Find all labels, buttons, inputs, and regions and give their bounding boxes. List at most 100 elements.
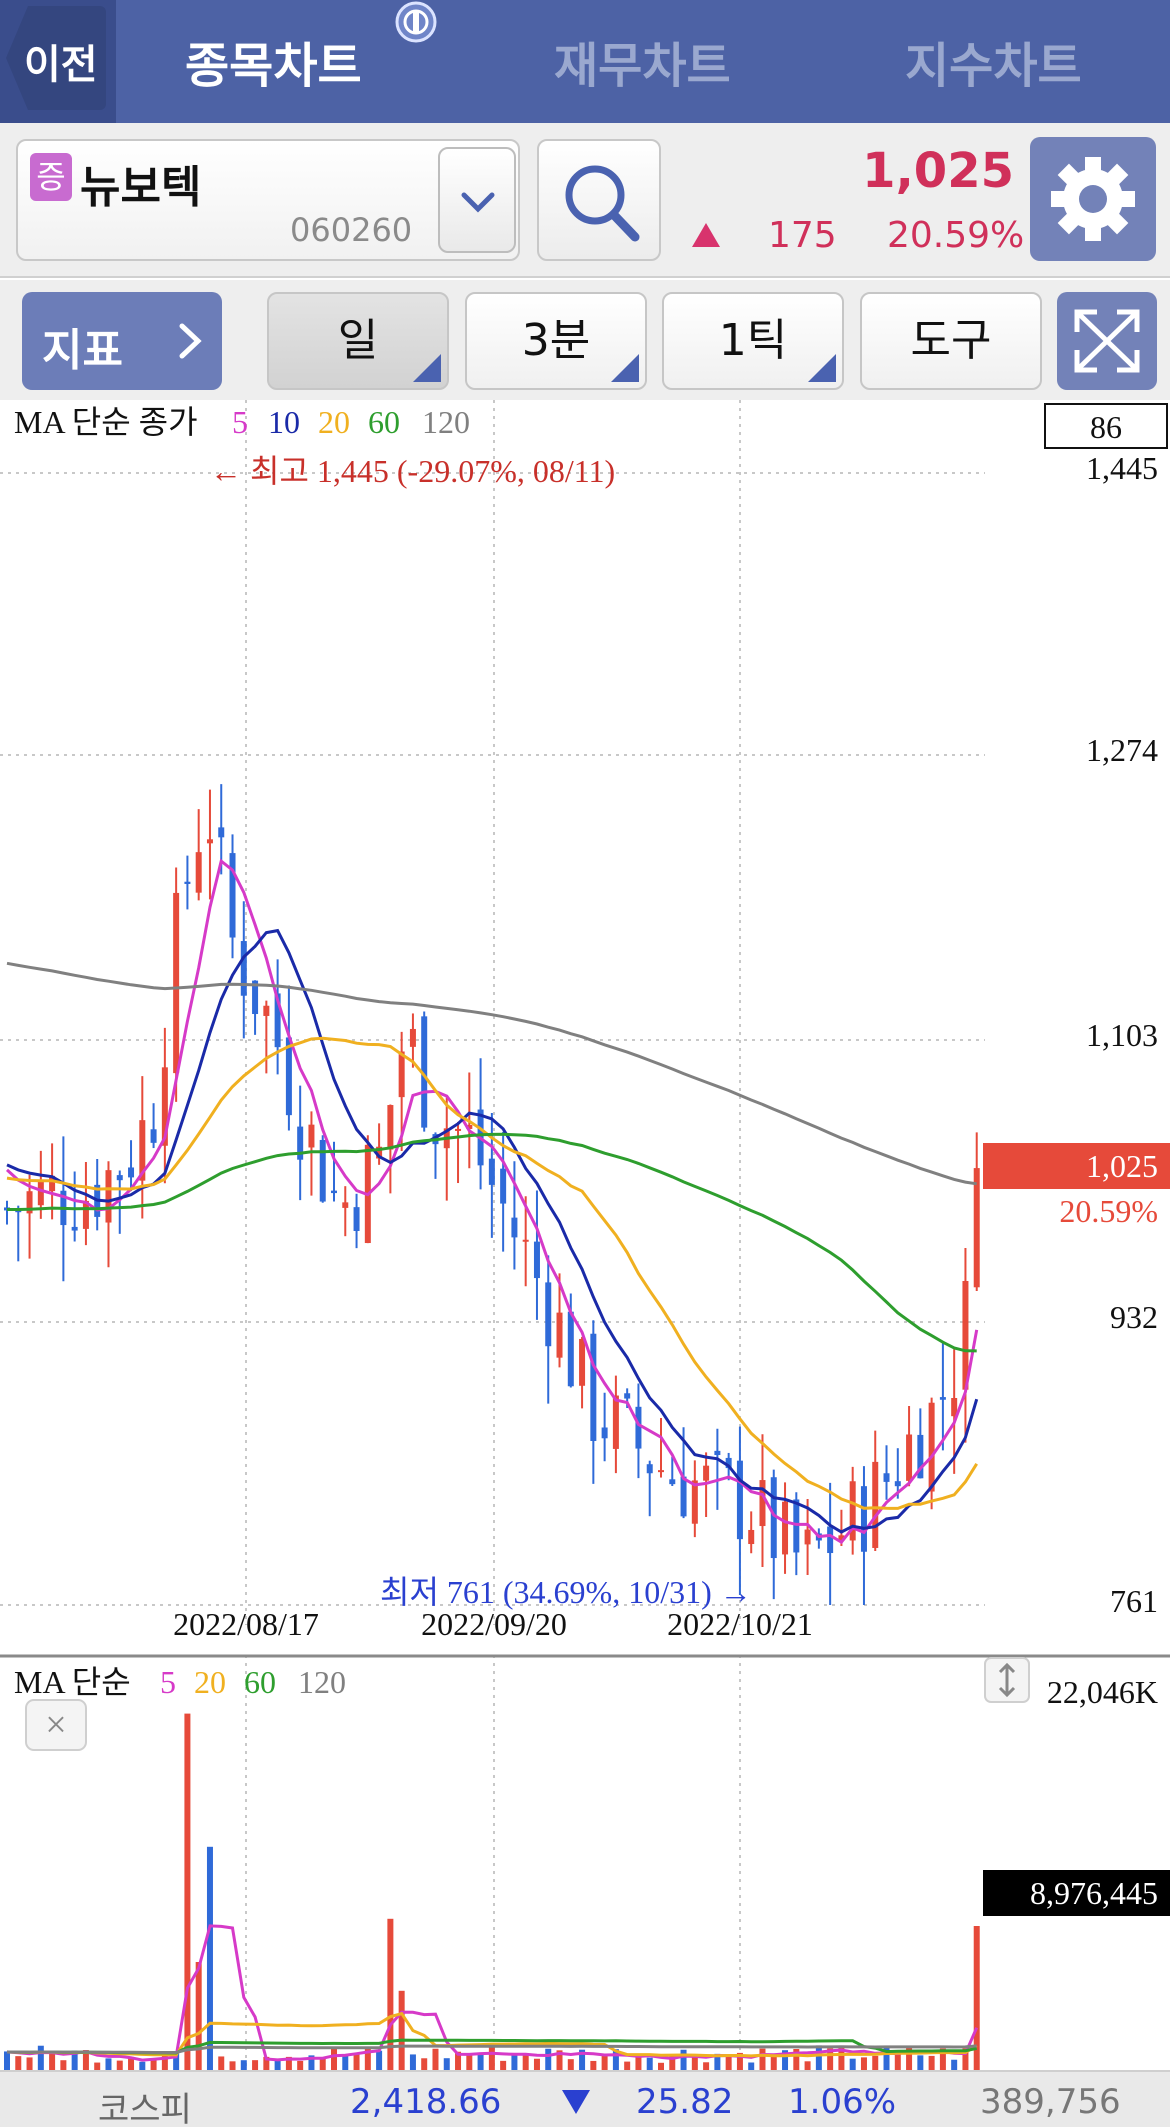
candle-body xyxy=(590,1333,597,1441)
volume-bar xyxy=(590,2060,597,2070)
volume-current-tag xyxy=(983,1870,1170,1916)
candle-body xyxy=(353,1207,360,1232)
volume-bar xyxy=(94,2062,101,2070)
vol-legend-ma120: 120 xyxy=(298,1664,346,1700)
stock-dropdown-button[interactable] xyxy=(438,147,516,253)
candle-body xyxy=(973,1168,980,1288)
candle-body xyxy=(680,1476,687,1517)
volume-bar xyxy=(15,2056,22,2070)
volume-ma-layer xyxy=(6,1924,979,2062)
volume-bar xyxy=(353,2053,360,2070)
candles-layer xyxy=(4,784,980,1605)
top-nav: 이전 종목차트 재무차트 지수차트 xyxy=(0,0,1170,123)
volume-bar xyxy=(669,2054,676,2070)
search-button[interactable] xyxy=(537,139,661,261)
volume-bar xyxy=(150,2058,157,2070)
legend-ma5: 5 xyxy=(232,404,248,440)
back-label: 이전 xyxy=(24,42,98,88)
candle-body xyxy=(105,1170,112,1223)
tab-index-chart[interactable]: 지수차트 xyxy=(905,38,1082,94)
tools-button[interactable]: 도구 xyxy=(860,292,1042,390)
dropdown-corner-icon xyxy=(808,354,836,382)
candle-body xyxy=(860,1486,867,1552)
y-tick-761: 761 xyxy=(1110,1583,1158,1619)
panel-resize-handle[interactable] xyxy=(984,1657,1030,1703)
candle-body xyxy=(646,1464,653,1474)
period-day-button[interactable]: 일 xyxy=(267,292,449,390)
candle-body xyxy=(308,1124,315,1148)
close-volume-panel-button[interactable]: × xyxy=(25,1699,87,1751)
volume-bar xyxy=(500,2060,507,2070)
refresh-icon[interactable] xyxy=(390,0,442,46)
candle-body xyxy=(37,1179,44,1206)
tools-label: 도구 xyxy=(910,315,992,366)
candle-body xyxy=(669,1479,676,1485)
change-rate: 20.59% xyxy=(887,215,1025,256)
back-button[interactable]: 이전 xyxy=(0,0,116,123)
candle-body xyxy=(387,1105,394,1150)
candle-body xyxy=(398,1051,405,1098)
legend-ma120: 120 xyxy=(422,404,470,440)
chart-area[interactable]: MA 단순 종가 5 10 20 60 120 86 1,445 1,274 1… xyxy=(0,400,1170,2070)
back-arrow-shape xyxy=(6,6,106,110)
volume-bar xyxy=(703,2062,710,2070)
volume-bar xyxy=(951,2059,958,2070)
volume-bar xyxy=(770,2055,777,2070)
candle-body xyxy=(522,1239,529,1242)
volume-bar xyxy=(939,2048,946,2070)
volume-bar xyxy=(714,2053,721,2070)
y-tick-1103: 1,103 xyxy=(1086,1017,1158,1053)
candle-body xyxy=(624,1393,631,1399)
candle-body xyxy=(849,1481,856,1541)
volume-bar xyxy=(455,2051,462,2070)
volume-bar xyxy=(522,2055,529,2070)
chart-canvas[interactable]: MA 단순 종가 5 10 20 60 120 86 1,445 1,274 1… xyxy=(0,400,1170,2070)
volume-bar xyxy=(860,2057,867,2070)
indicator-button[interactable]: 지표 xyxy=(22,292,222,390)
candle-body xyxy=(917,1434,924,1479)
volume-bar xyxy=(252,2060,259,2070)
tick-button[interactable]: 1틱 xyxy=(662,292,844,390)
index-value: 2,418.66 xyxy=(350,2082,502,2122)
fullscreen-button[interactable] xyxy=(1057,292,1157,390)
vol-legend-ma60: 60 xyxy=(244,1664,276,1700)
market-badge: 증 xyxy=(30,153,72,201)
candle-body xyxy=(793,1499,800,1553)
stock-selector[interactable]: 증 뉴보텍 060260 xyxy=(16,139,520,261)
volume-ma5-line xyxy=(6,1924,979,2062)
down-arrow-icon xyxy=(562,2090,590,2114)
volume-bar xyxy=(488,2047,495,2070)
candle-body xyxy=(297,1126,304,1160)
minute-button[interactable]: 3분 xyxy=(465,292,647,390)
x-date-1: 2022/08/17 xyxy=(173,1606,319,1642)
tab-stock-chart[interactable]: 종목차트 xyxy=(185,38,362,94)
ma10-line xyxy=(6,928,979,1534)
candle-body xyxy=(939,1397,946,1400)
candle-body xyxy=(962,1281,969,1390)
candle-body xyxy=(116,1175,123,1181)
volume-bar xyxy=(658,2062,664,2070)
candle-body xyxy=(240,941,247,996)
volume-bar xyxy=(691,2057,698,2070)
volume-bar xyxy=(387,1918,394,2070)
volume-bar xyxy=(962,2048,969,2070)
volume-bar xyxy=(116,2060,123,2070)
chart-toolbar: 지표 일 3분 1틱 도구 xyxy=(0,280,1170,400)
tab-financial-chart[interactable]: 재무차트 xyxy=(554,38,731,94)
indicator-label: 지표 xyxy=(42,325,123,376)
index-ticker-bar[interactable]: 코스피 2,418.66 25.82 1.06% 389,756 xyxy=(0,2070,1170,2127)
stock-code: 060260 xyxy=(290,211,413,249)
current-price: 1,025 xyxy=(862,143,1014,199)
settings-button[interactable] xyxy=(1030,137,1156,261)
candle-body xyxy=(714,1450,721,1456)
volume-bar xyxy=(928,2055,935,2070)
volume-bar xyxy=(782,2050,789,2070)
legend-ma60: 60 xyxy=(368,404,400,440)
candle-body xyxy=(128,1167,135,1178)
candle-body xyxy=(252,980,259,1015)
legend-ma20: 20 xyxy=(318,404,350,440)
dropdown-corner-icon xyxy=(611,354,639,382)
candle-body xyxy=(872,1461,879,1548)
volume-bar xyxy=(297,2060,304,2070)
tick-label: 1틱 xyxy=(718,315,788,366)
